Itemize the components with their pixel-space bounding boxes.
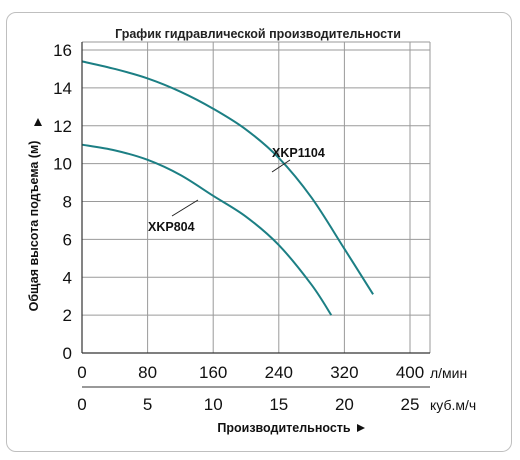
y-axis-arrow-icon	[34, 118, 42, 126]
y-tick-label: 6	[63, 230, 72, 249]
x-axis-label: Производительность	[217, 421, 351, 435]
x-tick-label-secondary: 10	[204, 395, 223, 414]
x-tick-label-primary: 400	[396, 363, 424, 382]
x-tick-labels-secondary: 0 5 10 15 20 25	[77, 395, 419, 414]
x-axis-arrow-icon	[357, 424, 365, 432]
series-label-xkp1104: XKP1104	[272, 146, 325, 160]
series-line-xkp804	[81, 143, 333, 316]
x-tick-labels-primary: 0 80 160 240 320 400	[77, 363, 424, 382]
label-leader-xkp804	[171, 199, 199, 217]
series-label-xkp804: XKP804	[148, 220, 195, 234]
grid	[81, 41, 431, 354]
chart-frame	[6, 12, 512, 452]
x-tick-label-primary: 160	[199, 363, 227, 382]
x-tick-label-primary: 240	[265, 363, 293, 382]
x-tick-label-primary: 320	[330, 363, 358, 382]
y-tick-label: 10	[53, 155, 72, 174]
y-tick-label: 2	[63, 306, 72, 325]
x-tick-label-secondary: 20	[335, 395, 354, 414]
y-tick-label: 16	[53, 41, 72, 60]
y-tick-label: 14	[53, 79, 72, 98]
y-axis-label: Общая высота подъема (м)	[27, 141, 41, 312]
x-tick-label-primary: 80	[138, 363, 157, 382]
chart-title: График гидравлической производительности	[115, 27, 401, 41]
x-tick-label-primary: 0	[77, 363, 86, 382]
y-tick-label: 8	[63, 193, 72, 212]
y-tick-label: 0	[63, 344, 72, 363]
x-tick-label-secondary: 15	[269, 395, 288, 414]
axes	[81, 42, 430, 388]
x-unit-primary: л/мин	[430, 365, 467, 381]
x-tick-label-secondary: 0	[77, 395, 86, 414]
x-unit-secondary: куб.м/ч	[430, 397, 476, 413]
y-tick-label: 4	[63, 268, 72, 287]
label-leader-xkp1104	[271, 159, 291, 173]
x-tick-label-secondary: 25	[401, 395, 420, 414]
y-tick-label: 12	[53, 117, 72, 136]
x-tick-label-secondary: 5	[143, 395, 152, 414]
y-tick-labels: 0 2 4 6 8 10 12 14 16	[53, 41, 72, 363]
curves	[81, 60, 374, 316]
series-line-xkp1104	[81, 60, 374, 295]
